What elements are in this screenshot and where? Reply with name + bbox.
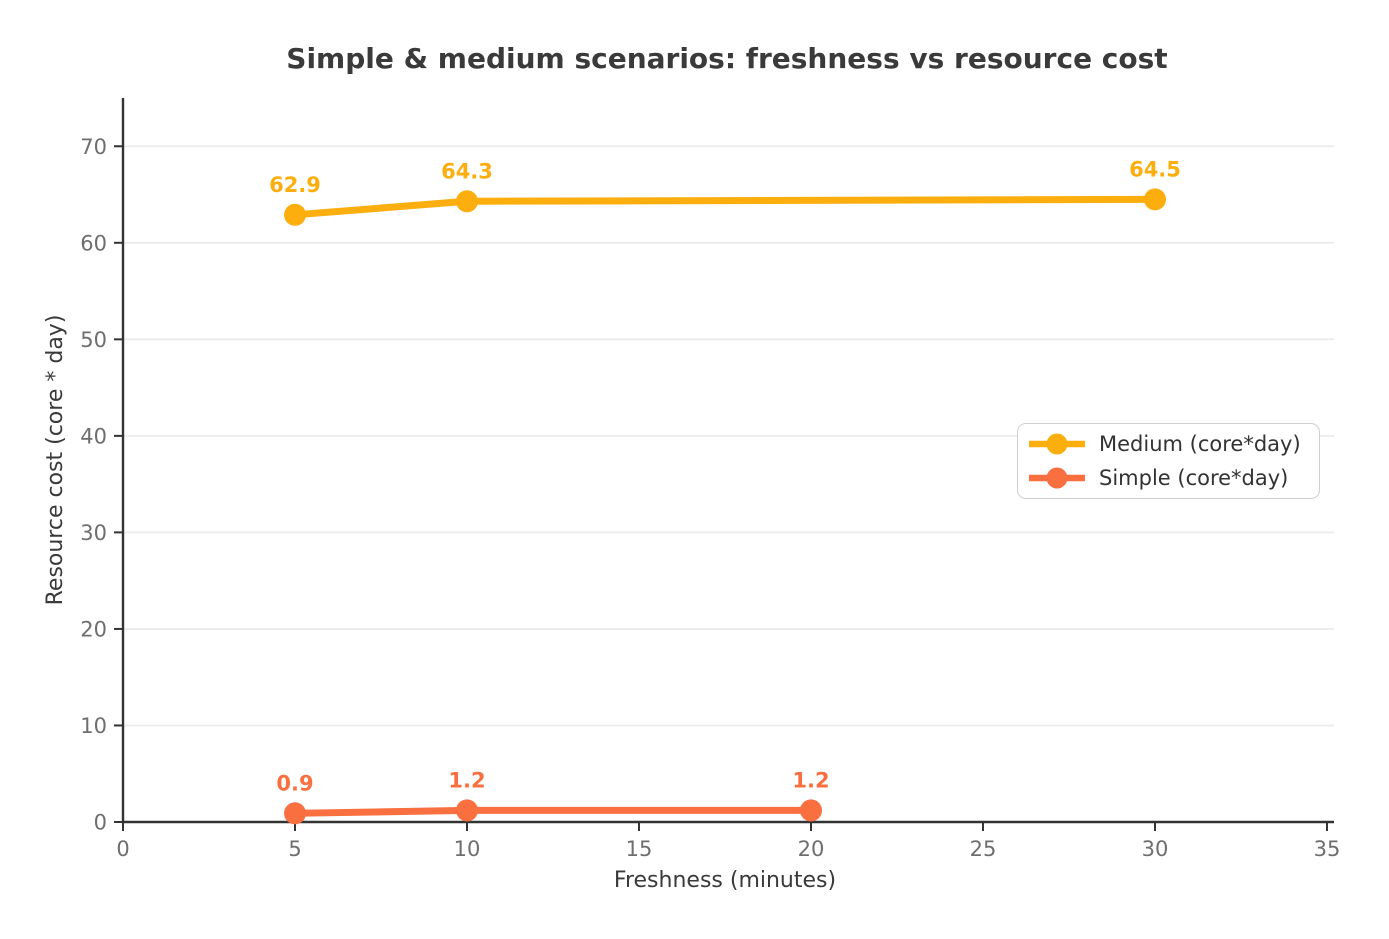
legend-label-simple: Simple (core*day) — [1099, 466, 1289, 490]
x-tick-label-15: 15 — [626, 837, 653, 861]
x-tick-label-30: 30 — [1142, 837, 1169, 861]
data-point-label-1-2: 1.2 — [792, 768, 829, 792]
y-tick-label-70: 70 — [80, 135, 107, 159]
data-point-label-1-0: 0.9 — [276, 771, 313, 795]
x-tick-label-10: 10 — [454, 837, 481, 861]
simple-series-marker-icon — [1029, 467, 1085, 489]
y-tick-label-0: 0 — [94, 811, 107, 835]
y-tick-label-50: 50 — [80, 328, 107, 352]
medium-series-marker-icon — [1029, 433, 1085, 455]
data-point-label-0-1: 64.3 — [441, 159, 493, 183]
data-point-marker-0-2 — [1144, 188, 1166, 211]
data-point-marker-1-1 — [456, 799, 478, 822]
data-point-label-1-1: 1.2 — [448, 768, 485, 792]
legend-label-medium: Medium (core*day) — [1099, 432, 1301, 456]
data-point-marker-0-1 — [456, 190, 478, 213]
series-line-0 — [291, 195, 1159, 219]
legend-item-simple: Simple (core*day) — [1026, 461, 1319, 495]
data-point-marker-1-0 — [284, 802, 306, 825]
legend-item-medium: Medium (core*day) — [1026, 427, 1319, 461]
y-tick-label-40: 40 — [80, 424, 107, 448]
x-tick-label-20: 20 — [798, 837, 825, 861]
data-point-label-0-2: 64.5 — [1129, 157, 1181, 181]
data-point-marker-1-2 — [800, 799, 822, 822]
x-tick-label-35: 35 — [1314, 837, 1341, 861]
y-tick-label-60: 60 — [80, 231, 107, 255]
x-tick-label-25: 25 — [970, 837, 997, 861]
y-tick-label-30: 30 — [80, 521, 107, 545]
data-point-label-0-0: 62.9 — [269, 173, 321, 197]
chart-title: Simple & medium scenarios: freshness vs … — [286, 42, 1167, 75]
x-axis-label: Freshness (minutes) — [614, 868, 836, 893]
y-tick-label-20: 20 — [80, 617, 107, 641]
y-axis-label: Resource cost (core * day) — [43, 315, 68, 606]
x-tick-label-5: 5 — [288, 837, 301, 861]
series-line-1 — [291, 806, 815, 817]
legend: Medium (core*day) Simple (core*day) — [1017, 423, 1320, 499]
y-tick-label-10: 10 — [80, 714, 107, 738]
x-tick-label-0: 0 — [116, 837, 129, 861]
data-point-marker-0-0 — [284, 203, 306, 226]
